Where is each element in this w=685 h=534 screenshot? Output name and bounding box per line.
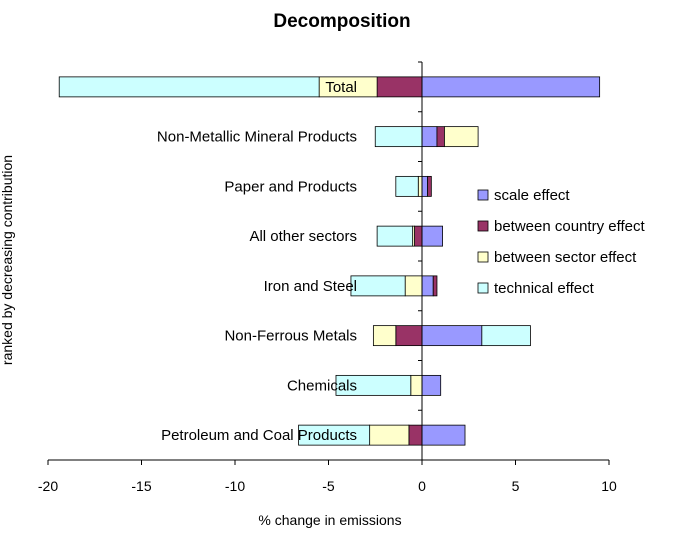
bar-petroleum-and-coal-products-between-sector-effect xyxy=(369,424,410,446)
category-label: Iron and Steel xyxy=(264,278,357,295)
bar-non-metallic-mineral-products-technical-effect xyxy=(374,126,423,148)
chart-title: Decomposition xyxy=(273,11,410,32)
bar-paper-and-products-technical-effect xyxy=(395,175,419,197)
legend-label: between country effect xyxy=(494,218,645,235)
bar-total-technical-effect xyxy=(58,76,320,98)
bar-non-ferrous-metals-between-country-effect xyxy=(395,325,423,347)
x-axis-title: % change in emissions xyxy=(258,512,401,528)
legend-label: between sector effect xyxy=(494,249,637,266)
category-labels: Total Non-Metallic Mineral Products Paper … xyxy=(157,79,357,444)
legend: scale effect between country effect betwee… xyxy=(477,187,645,297)
bar-non-metallic-mineral-products-scale-effect xyxy=(421,126,438,148)
x-tick-label: 10 xyxy=(601,478,617,494)
bar-total-scale-effect xyxy=(421,76,601,98)
x-tick-label: -10 xyxy=(225,478,245,494)
x-axis: -20 -15 -10 -5 0 5 10 xyxy=(38,61,617,494)
bar-non-metallic-mineral-products-between-country-effect xyxy=(436,126,445,148)
x-tick-label: 5 xyxy=(512,478,520,494)
legend-swatch-technical-effect xyxy=(477,282,489,294)
bars-layer xyxy=(58,76,601,446)
category-label: Total xyxy=(325,79,357,96)
legend-swatch-scale-effect xyxy=(477,189,489,201)
bar-petroleum-and-coal-products-between-country-effect xyxy=(408,424,423,446)
x-tick-label: -5 xyxy=(322,478,335,494)
x-tick-label: -15 xyxy=(131,478,151,494)
bar-non-ferrous-metals-technical-effect xyxy=(481,325,531,347)
category-label: Non-Metallic Mineral Products xyxy=(157,129,357,146)
bar-paper-and-products-scale-effect xyxy=(421,175,429,197)
bar-petroleum-and-coal-products-scale-effect xyxy=(421,424,466,446)
bar-petroleum-and-coal-products-technical-effect xyxy=(298,424,371,446)
bar-total-between-country-effect xyxy=(376,76,423,98)
bar-non-ferrous-metals-between-sector-effect xyxy=(372,325,397,347)
bar-all-other-sectors-technical-effect xyxy=(376,225,414,247)
y-axis-title: ranked by decreasing contribution xyxy=(0,155,15,365)
legend-label: scale effect xyxy=(494,187,570,204)
bar-iron-and-steel-technical-effect xyxy=(350,275,406,297)
bar-non-metallic-mineral-products-between-sector-effect xyxy=(444,126,479,148)
legend-label: technical effect xyxy=(494,280,595,297)
bar-iron-and-steel-between-sector-effect xyxy=(404,275,423,297)
bar-all-other-sectors-scale-effect xyxy=(421,225,443,247)
bar-chemicals-scale-effect xyxy=(421,374,442,396)
category-label: Non-Ferrous Metals xyxy=(224,328,357,345)
bar-iron-and-steel-between-country-effect xyxy=(432,275,438,297)
x-tick-label: 0 xyxy=(418,478,426,494)
category-label: Petroleum and Coal Products xyxy=(161,427,357,444)
category-label: All other sectors xyxy=(249,228,357,245)
category-label: Chemicals xyxy=(287,377,357,394)
bar-iron-and-steel-scale-effect xyxy=(421,275,434,297)
bar-all-other-sectors-between-country-effect xyxy=(414,225,423,247)
category-label: Paper and Products xyxy=(224,178,357,195)
bar-chemicals-technical-effect xyxy=(335,374,412,396)
legend-swatch-between-country-effect xyxy=(477,220,489,232)
bar-paper-and-products-between-country-effect xyxy=(427,175,432,197)
x-tick-label: -20 xyxy=(38,478,58,494)
bar-paper-and-products-between-sector-effect xyxy=(417,175,423,197)
legend-swatch-between-sector-effect xyxy=(477,251,489,263)
bar-chemicals-between-sector-effect xyxy=(410,374,423,396)
bar-non-ferrous-metals-scale-effect xyxy=(421,325,483,347)
